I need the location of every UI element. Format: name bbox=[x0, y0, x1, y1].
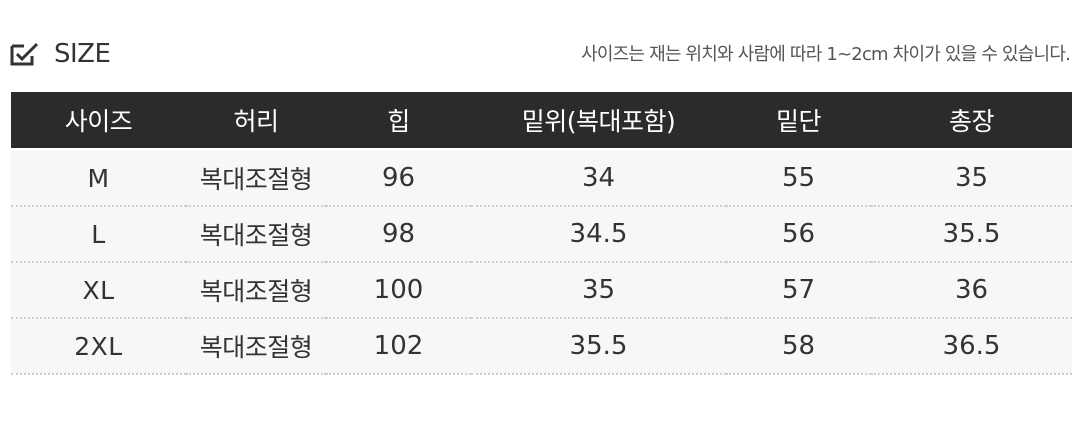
column-header-hip: 힙 bbox=[326, 92, 471, 150]
cell-length: 36 bbox=[871, 262, 1072, 319]
section-title: SIZE bbox=[54, 39, 111, 69]
cell-waist: 복대조절형 bbox=[186, 318, 326, 375]
measurement-note: 사이즈는 재는 위치와 사람에 따라 1~2cm 차이가 있을 수 있습니다. bbox=[581, 44, 1071, 65]
cell-hip: 102 bbox=[326, 318, 471, 375]
cell-length: 35 bbox=[871, 148, 1072, 207]
table-row: M 복대조절형 96 34 55 35 bbox=[11, 148, 1072, 207]
checkbox-edit-icon bbox=[10, 41, 40, 67]
cell-waist: 복대조절형 bbox=[186, 206, 326, 263]
cell-length: 35.5 bbox=[871, 206, 1072, 263]
cell-hem: 56 bbox=[726, 206, 871, 263]
size-table: 사이즈 허리 힙 밑위(복대포함) 밑단 총장 M 복대조절형 96 34 55… bbox=[11, 92, 1072, 375]
table-row: L 복대조절형 98 34.5 56 35.5 bbox=[11, 206, 1072, 263]
cell-size: L bbox=[11, 206, 186, 263]
cell-rise: 34.5 bbox=[471, 206, 726, 263]
column-header-waist: 허리 bbox=[186, 92, 326, 150]
cell-hip: 98 bbox=[326, 206, 471, 263]
column-header-rise: 밑위(복대포함) bbox=[471, 92, 726, 150]
cell-length: 36.5 bbox=[871, 318, 1072, 375]
cell-size: 2XL bbox=[11, 318, 186, 375]
size-header: SIZE 사이즈는 재는 위치와 사람에 따라 1~2cm 차이가 있을 수 있… bbox=[10, 36, 1071, 72]
table-row: XL 복대조절형 100 35 57 36 bbox=[11, 262, 1072, 319]
table-header-row: 사이즈 허리 힙 밑위(복대포함) 밑단 총장 bbox=[11, 92, 1072, 150]
cell-hem: 55 bbox=[726, 148, 871, 207]
cell-hem: 57 bbox=[726, 262, 871, 319]
column-header-length: 총장 bbox=[871, 92, 1072, 150]
cell-hip: 100 bbox=[326, 262, 471, 319]
cell-size: XL bbox=[11, 262, 186, 319]
cell-waist: 복대조절형 bbox=[186, 262, 326, 319]
cell-hem: 58 bbox=[726, 318, 871, 375]
cell-rise: 35 bbox=[471, 262, 726, 319]
table-row: 2XL 복대조절형 102 35.5 58 36.5 bbox=[11, 318, 1072, 375]
cell-rise: 35.5 bbox=[471, 318, 726, 375]
cell-rise: 34 bbox=[471, 148, 726, 207]
cell-waist: 복대조절형 bbox=[186, 148, 326, 207]
cell-hip: 96 bbox=[326, 148, 471, 207]
cell-size: M bbox=[11, 148, 186, 207]
column-header-size: 사이즈 bbox=[11, 92, 186, 150]
column-header-hem: 밑단 bbox=[726, 92, 871, 150]
